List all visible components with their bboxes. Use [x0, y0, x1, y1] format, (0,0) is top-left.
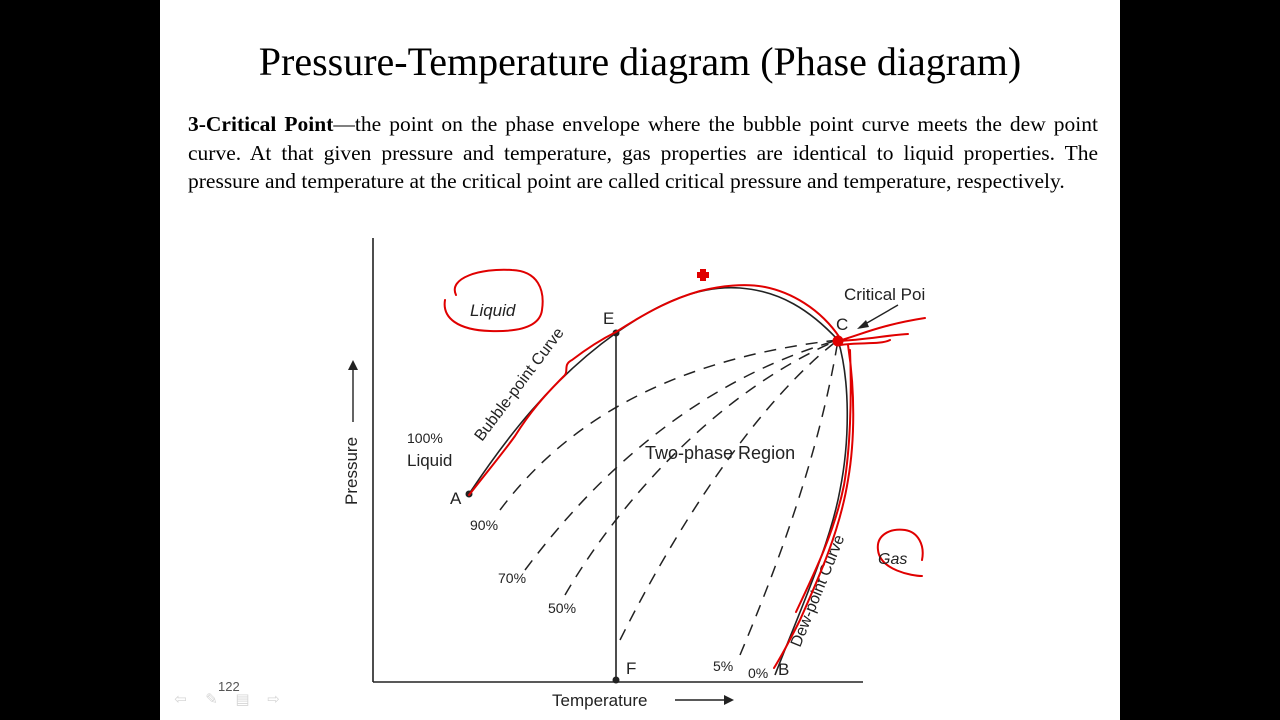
slide: Pressure-Temperature diagram (Phase diag… [160, 0, 1120, 720]
quality-line-70 [524, 339, 839, 571]
term-bold: 3-Critical Point [188, 112, 334, 136]
label-100-percent: 100% [407, 430, 443, 446]
label-two-phase: Two-phase Region [645, 443, 795, 463]
x-axis-label: Temperature [552, 691, 647, 710]
label-point-f: F [626, 659, 636, 678]
label-point-c: C [836, 315, 848, 334]
red-dew-trace [773, 344, 855, 669]
quality-line-30 [619, 339, 839, 641]
red-critical-dot [832, 335, 844, 347]
label-quality-90: 90% [470, 517, 498, 533]
point-f-marker [612, 676, 620, 684]
label-quality-70: 70% [498, 570, 526, 586]
label-dew-curve: Dew-point Curve [788, 533, 848, 650]
label-point-e: E [603, 309, 614, 328]
label-bubble-curve: Bubble-point Curve [472, 325, 568, 445]
label-quality-50: 50% [548, 600, 576, 616]
slide-number: 122 [218, 679, 240, 694]
red-critical-scribble [837, 317, 926, 346]
slide-title: Pressure-Temperature diagram (Phase diag… [258, 39, 1022, 84]
phase-diagram: Pressure Temperature 100% Liquid A E F C… [342, 238, 926, 710]
red-liquid-circle [443, 268, 544, 333]
red-cross-mark [697, 269, 709, 281]
red-gas-circle [876, 528, 924, 577]
critical-point-arrowhead [857, 320, 869, 329]
label-critical-point: Critical Poi [844, 285, 925, 304]
annotation-gas: Gas [878, 551, 907, 568]
label-quality-0: 0% [748, 665, 768, 681]
y-axis-arrowhead [348, 360, 358, 370]
label-quality-5: 5% [713, 658, 733, 674]
red-annotations [443, 268, 926, 669]
left-arrow-icon[interactable]: ⇦ [174, 690, 187, 708]
y-axis-label: Pressure [342, 437, 361, 505]
x-axis-arrowhead [724, 695, 734, 705]
pen-icon[interactable]: ✎ [205, 690, 218, 708]
right-arrow-icon[interactable]: ⇨ [267, 690, 280, 708]
quality-line-50 [564, 339, 839, 596]
slide-body-text: 3-Critical Point—the point on the phase … [188, 110, 1098, 196]
label-point-b: B [778, 660, 789, 679]
dew-point-curve [774, 339, 849, 676]
term-definition: —the point on the phase envelope where t… [188, 112, 1098, 193]
menu-icon[interactable]: ▤ [235, 690, 250, 708]
quality-line-90 [499, 339, 839, 511]
red-bubble-trace [468, 284, 841, 496]
label-liquid: Liquid [407, 451, 452, 470]
label-point-a: A [450, 489, 462, 508]
slideshow-nav: ⇦ ✎ ▤ ⇨ [170, 690, 284, 708]
annotation-liquid: Liquid [470, 301, 516, 320]
